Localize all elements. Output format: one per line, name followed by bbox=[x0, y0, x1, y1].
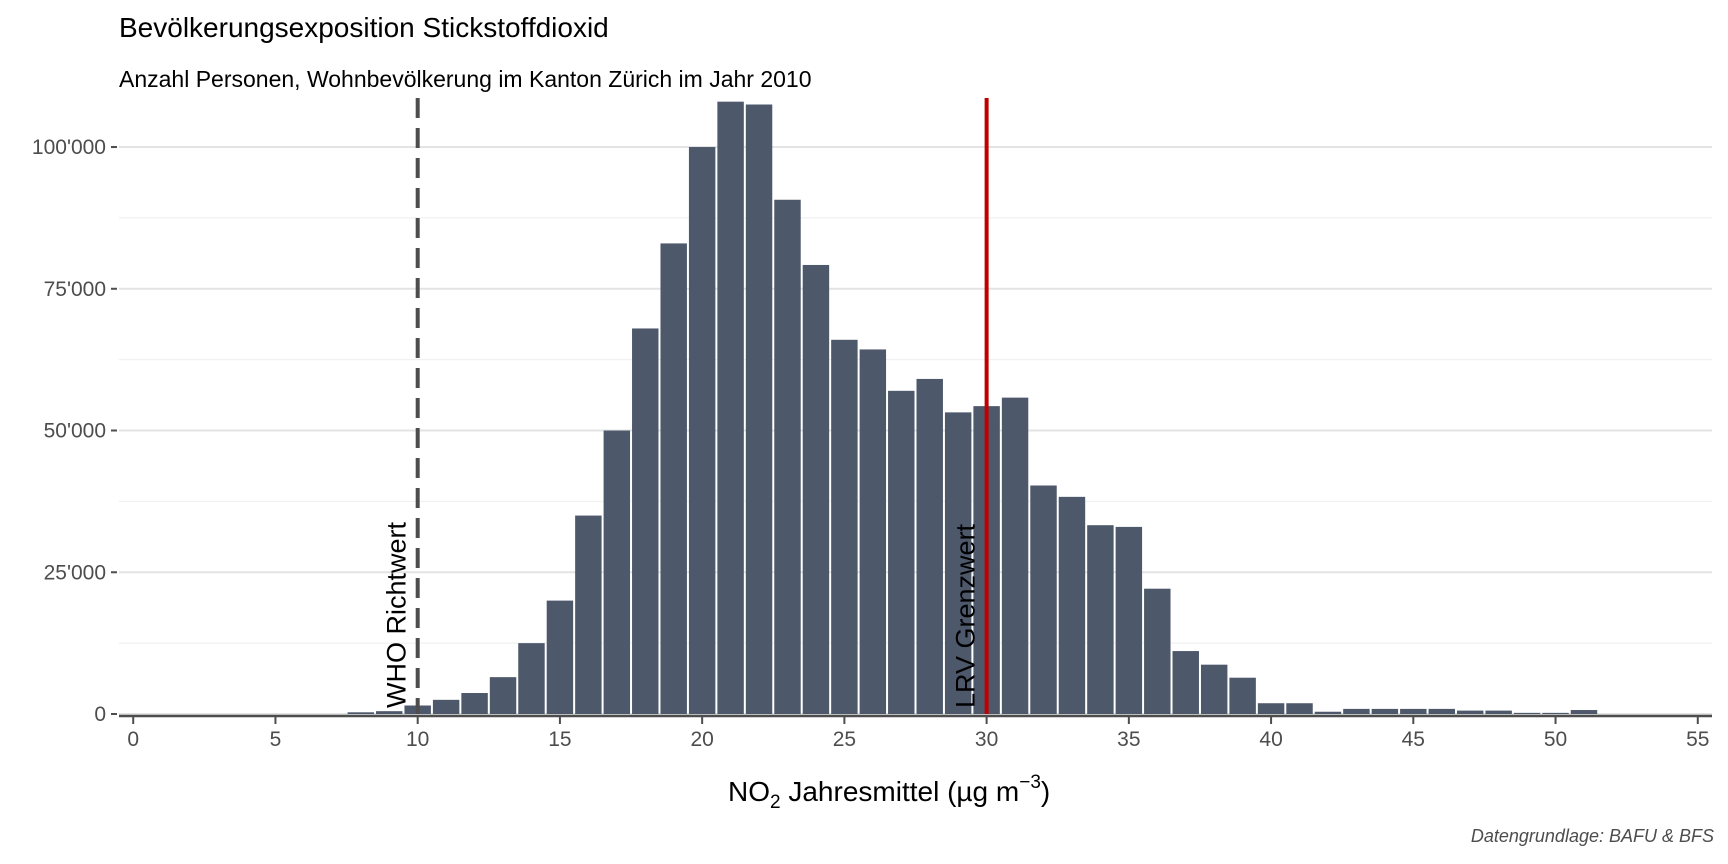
reference-lines: WHO Richtwert LRV Grenzwert bbox=[382, 98, 989, 714]
y-tick-label: 50'000 bbox=[44, 420, 106, 443]
x-tick-label: 10 bbox=[406, 728, 429, 751]
histogram-bar bbox=[1001, 397, 1029, 714]
y-tick-label: 0 bbox=[94, 703, 106, 726]
histogram-bar bbox=[660, 243, 687, 714]
histogram-bar bbox=[1144, 588, 1171, 714]
histogram-bar bbox=[489, 677, 517, 714]
histogram-bar bbox=[603, 430, 631, 714]
axes: 0 5 10 15 20 25 30 35 40 45 50 55 0 25'000 50'000 75'00… bbox=[32, 136, 1712, 751]
histogram-bar bbox=[1400, 708, 1427, 714]
histogram-bar bbox=[1542, 712, 1569, 714]
histogram-bar bbox=[1343, 708, 1370, 714]
histogram-bar bbox=[745, 104, 773, 715]
histogram-bar bbox=[575, 515, 602, 714]
histogram-bar bbox=[1257, 703, 1285, 714]
histogram-bar bbox=[1115, 526, 1143, 714]
histogram-bar bbox=[1200, 664, 1228, 714]
histogram-bar bbox=[944, 412, 972, 714]
histogram-bar bbox=[1428, 708, 1455, 714]
x-tick-label: 55 bbox=[1686, 728, 1709, 751]
histogram-bar bbox=[688, 147, 716, 714]
histogram-bar bbox=[1087, 525, 1114, 714]
histogram-bar bbox=[916, 378, 943, 714]
x-tick-label: 5 bbox=[270, 728, 282, 751]
histogram-bar bbox=[518, 643, 545, 714]
x-tick-label: 15 bbox=[548, 728, 571, 751]
histogram-bar bbox=[1570, 710, 1598, 714]
histogram-bar bbox=[432, 699, 460, 714]
x-tick-label: 35 bbox=[1117, 728, 1140, 751]
chart-title: Bevölkerungsexposition Stickstoffdioxid bbox=[119, 12, 609, 43]
histogram-bar bbox=[1229, 677, 1256, 714]
histogram-bar bbox=[632, 328, 659, 714]
x-tick-label: 45 bbox=[1402, 728, 1425, 751]
x-tick-label: 40 bbox=[1259, 728, 1282, 751]
histogram-bar bbox=[859, 349, 887, 714]
y-tick-label: 75'000 bbox=[44, 278, 106, 301]
histogram-bar bbox=[802, 264, 830, 714]
histogram-bar bbox=[1172, 651, 1199, 714]
histogram-bar bbox=[1030, 485, 1057, 714]
histogram-bar bbox=[461, 693, 488, 714]
histogram-bar bbox=[1456, 710, 1484, 714]
chart-subtitle: Anzahl Personen, Wohnbevölkerung im Kant… bbox=[119, 66, 812, 92]
x-tick-label: 30 bbox=[975, 728, 998, 751]
source-caption: Datengrundlage: BAFU & BFS bbox=[1470, 826, 1714, 846]
histogram-bar bbox=[1513, 712, 1541, 714]
x-tick-label: 20 bbox=[690, 728, 713, 751]
histogram-bar bbox=[347, 712, 375, 714]
histogram-bar bbox=[1485, 710, 1512, 714]
y-tick-label: 25'000 bbox=[44, 561, 106, 584]
x-tick-label: 0 bbox=[127, 728, 139, 751]
lrv-limit-label: LRV Grenzwert bbox=[951, 523, 981, 708]
bars bbox=[347, 101, 1598, 715]
histogram-bar bbox=[1314, 711, 1342, 714]
grid-lines bbox=[119, 146, 1712, 715]
y-tick-label: 100'000 bbox=[32, 136, 106, 159]
histogram-bar bbox=[1286, 703, 1313, 714]
histogram-bar bbox=[888, 390, 915, 714]
histogram-bar bbox=[717, 101, 744, 714]
histogram-bar bbox=[831, 339, 858, 714]
histogram-bar bbox=[546, 600, 574, 714]
x-tick-label: 25 bbox=[833, 728, 856, 751]
who-guideline-label: WHO Richtwert bbox=[382, 521, 412, 708]
histogram-bar bbox=[1058, 496, 1086, 714]
x-axis-label: NO2 Jahresmittel (µg m−3) bbox=[728, 772, 1050, 813]
histogram-bar bbox=[376, 711, 403, 714]
histogram-bar bbox=[774, 199, 801, 714]
histogram-bar bbox=[1371, 708, 1399, 714]
x-tick-label: 50 bbox=[1544, 728, 1567, 751]
